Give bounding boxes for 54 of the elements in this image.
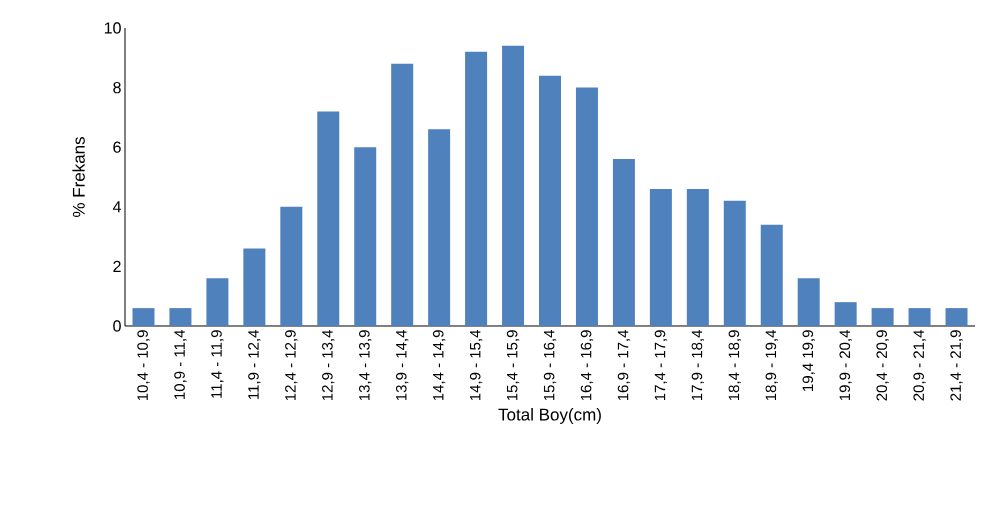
bar xyxy=(575,87,598,326)
x-tick-label: 17,4 - 17,9 xyxy=(654,330,668,401)
bar xyxy=(465,51,488,326)
bar xyxy=(908,308,931,326)
x-tick-label: 14,4 - 14,9 xyxy=(432,330,446,401)
x-tick-label: 15,4 - 15,9 xyxy=(506,330,520,401)
bar xyxy=(169,308,192,326)
x-tick-label: 11,4 - 11,9 xyxy=(211,330,224,398)
bar xyxy=(871,308,894,326)
bar xyxy=(539,75,562,326)
x-tick-label: 10,9 - 11,4 xyxy=(174,329,187,399)
bar xyxy=(132,308,155,326)
x-tick-label: 13,9 - 14,4 xyxy=(395,329,409,401)
y-tick-label: 10 xyxy=(104,22,121,34)
y-tick-label: 6 xyxy=(113,141,121,153)
bar xyxy=(797,278,820,326)
x-tick-label: 18,9 - 19,4 xyxy=(765,329,778,401)
x-tick-label: 14,9 - 15,4 xyxy=(469,329,483,401)
bar xyxy=(354,147,377,326)
x-tick-label: 12,9 - 13,4 xyxy=(322,329,335,401)
y-tick-label: 0 xyxy=(113,320,121,332)
bar xyxy=(945,308,968,326)
bar xyxy=(686,188,709,326)
x-tick-label: 13,4 - 13,9 xyxy=(359,330,372,401)
bar xyxy=(612,159,635,326)
x-tick-label: 21,4 - 21,9 xyxy=(950,330,963,401)
bar xyxy=(723,200,746,326)
x-tick-label: 15,9 - 16,4 xyxy=(543,329,557,401)
x-tick-label: 19,9 - 20,4 xyxy=(839,329,852,401)
y-tick-label: 4 xyxy=(112,201,121,213)
bar xyxy=(834,302,857,326)
x-tick-label: 16,9 - 17,4 xyxy=(617,329,631,401)
x-axis-title: Total Boy(cm) xyxy=(498,408,601,424)
x-tick-label: 19,4 19,9 xyxy=(802,330,815,391)
bar xyxy=(243,248,266,326)
x-tick-label: 10,4 - 10,9 xyxy=(137,330,150,401)
x-tick-label: 12,4 - 12,9 xyxy=(285,330,298,401)
bar xyxy=(502,45,525,326)
bar xyxy=(760,224,783,326)
bar xyxy=(649,188,672,326)
bar xyxy=(206,278,229,326)
x-tick-label: 11,9 - 12,4 xyxy=(248,329,261,399)
x-tick-label: 16,4 - 16,9 xyxy=(580,330,594,401)
x-tick-label: 20,4 - 20,9 xyxy=(876,330,889,401)
x-tick-label: 17,9 - 18,4 xyxy=(691,329,705,401)
bar xyxy=(280,206,303,326)
x-tick-label: 20,9 - 21,4 xyxy=(913,329,926,401)
y-axis-title: % Frekans xyxy=(72,137,85,217)
bar xyxy=(428,129,451,326)
y-tick-label: 2 xyxy=(113,260,121,272)
x-tick-label: 18,4 - 18,9 xyxy=(728,330,741,401)
bar xyxy=(317,111,340,326)
bar xyxy=(391,63,414,326)
y-tick-label: 8 xyxy=(113,81,121,94)
